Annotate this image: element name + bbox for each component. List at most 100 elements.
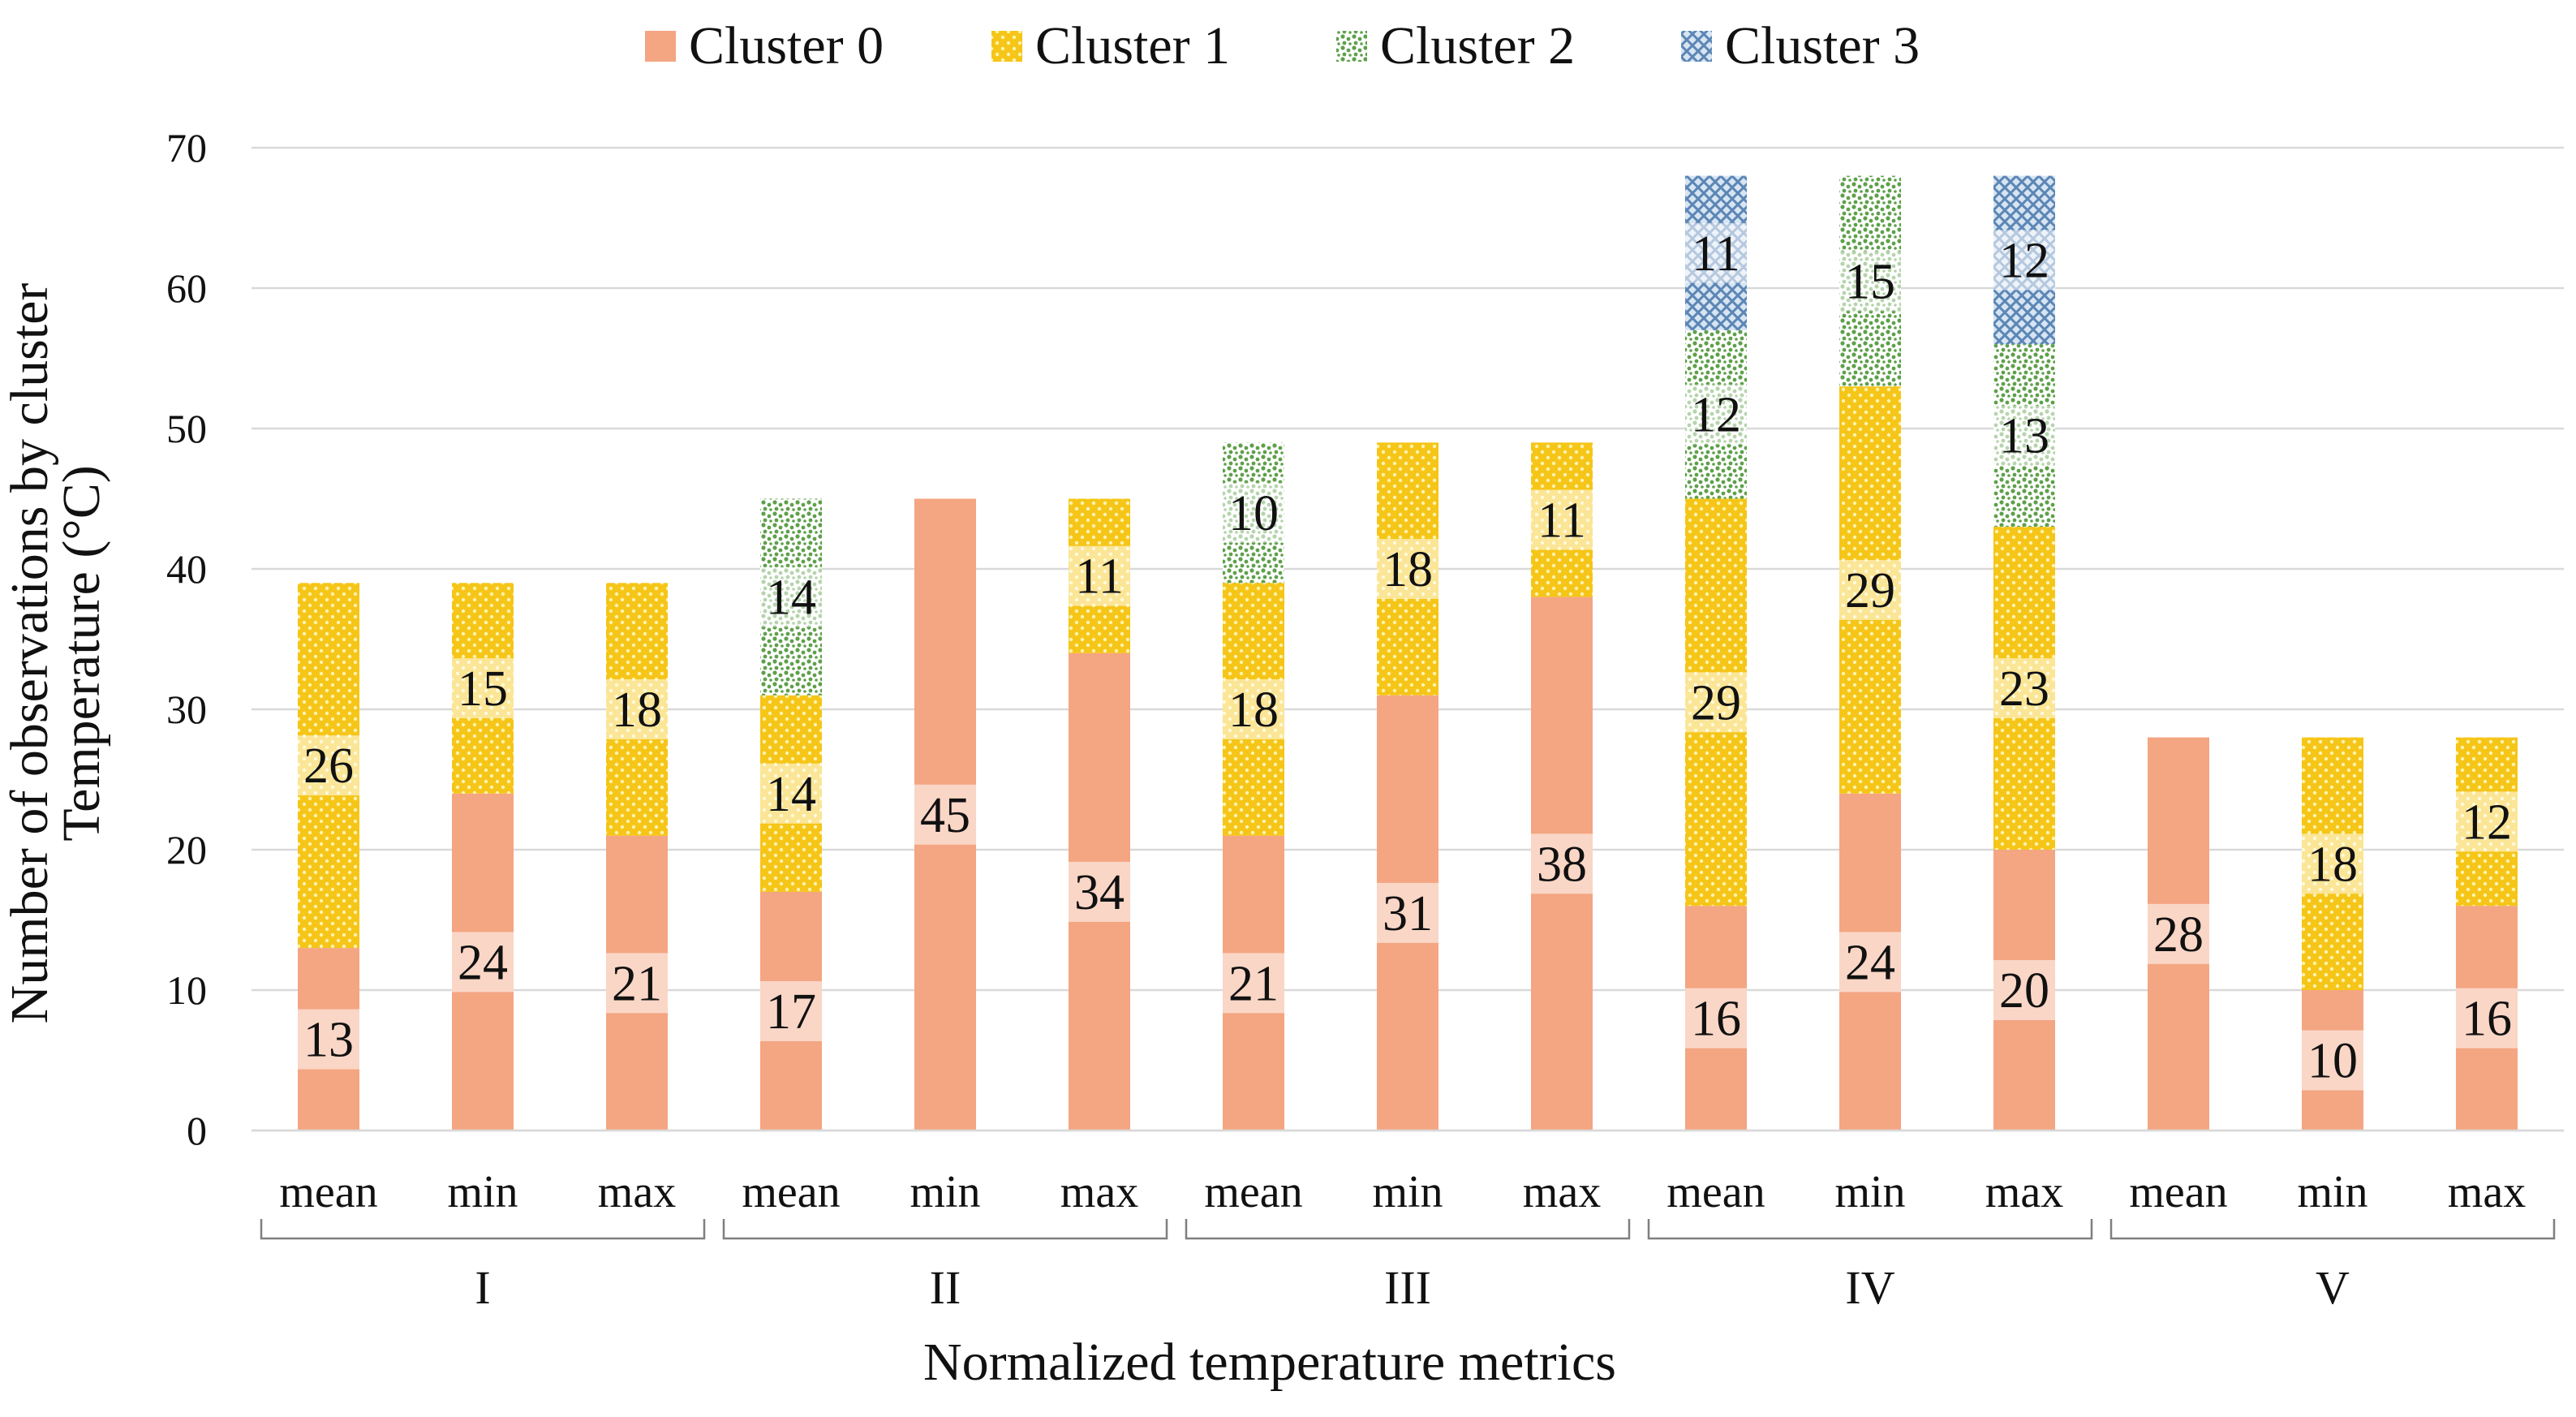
y-tick-label: 10 [166,967,207,1013]
data-label: 12 [2462,795,2512,850]
data-label-background [1839,251,1901,312]
data-label: 20 [1999,963,2049,1019]
data-label-background [298,1009,359,1070]
data-label-background [1223,482,1284,543]
x-tick-label: min [1834,1167,1905,1217]
data-label-background [2456,988,2518,1049]
data-label-background [1531,489,1593,550]
group-bracket [2109,1219,2556,1240]
y-tick-label: 20 [166,827,207,872]
data-label: 31 [1383,886,1433,941]
data-label: 14 [766,571,816,626]
x-tick-label: min [1372,1167,1443,1217]
group-label: V [2316,1261,2350,1314]
data-label-background [1531,833,1593,894]
legend-swatch-cluster-3 [1681,31,1712,62]
data-label-background [2302,833,2363,894]
x-axis-title: Normalized temperature metrics [923,1333,1616,1392]
data-label-background [1993,405,2055,466]
group-bracket [1647,1219,2093,1240]
legend-swatch-cluster-2 [1336,31,1367,62]
group-bracket [260,1219,706,1240]
data-label: 16 [2462,992,2512,1047]
y-tick-label: 60 [166,265,207,311]
group-bracket [1185,1219,1631,1240]
data-label-background [2148,903,2209,964]
data-label: 18 [1383,542,1433,597]
legend-label: Cluster 1 [1035,16,1230,75]
y-tick-label: 30 [166,687,207,732]
x-tick-label: mean [2129,1167,2227,1217]
data-label-background [2456,791,2518,852]
x-tick-label: max [598,1167,676,1217]
data-label-background [606,679,668,739]
data-label: 15 [458,661,508,717]
x-tick-label: mean [1204,1167,1302,1217]
data-label-background [1069,861,1130,922]
x-tick-label: mean [1666,1167,1765,1217]
x-tick-label: min [2297,1167,2367,1217]
group-bracket [722,1219,1168,1240]
data-label: 11 [1692,226,1740,282]
data-label: 34 [1074,865,1125,920]
group-label: I [475,1261,490,1314]
data-label-background [1223,953,1284,1014]
data-label: 29 [1691,675,1741,730]
data-label: 13 [1999,409,2049,464]
data-label-background [452,932,514,993]
x-tick-label: max [1985,1167,2063,1217]
data-label-background [1993,230,2055,291]
y-tick-label: 50 [166,406,207,451]
data-label: 21 [612,956,662,1011]
data-label-background [1069,545,1130,606]
data-label: 17 [766,984,816,1040]
x-tick-label: mean [742,1167,840,1217]
group-label: III [1384,1261,1431,1314]
data-label-background [1685,672,1747,733]
data-label-background [1685,988,1747,1049]
data-label: 28 [2153,907,2204,963]
x-tick-label: max [1523,1167,1601,1217]
data-label: 24 [458,935,508,990]
data-label-background [298,735,359,796]
data-label: 18 [2307,837,2358,892]
data-label: 18 [612,683,662,738]
data-label: 11 [1537,493,1586,548]
data-label: 26 [303,739,354,794]
legend-label: Cluster 3 [1725,16,1920,75]
y-tick-label: 40 [166,546,207,592]
legend-swatch-cluster-1 [991,31,1022,62]
y-axis-title-line-1: Number of observations by cluster [0,283,59,1024]
data-label: 15 [1845,254,1895,309]
x-tick-label: mean [279,1167,377,1217]
data-label-background [1993,960,2055,1020]
x-tick-label: min [910,1167,980,1217]
x-axis: mean min max mean min max mean min max mean min max… [252,1129,2564,1314]
x-tick-label: max [1060,1167,1138,1217]
y-tick-label: 70 [166,125,207,170]
legend-swatch-cluster-0 [645,31,676,62]
data-label-background [1839,559,1901,620]
data-labels: 13 26 24 15 21 18 17 14 14 45 34 11 21 18 10 31 18 38 11 16… [298,222,2518,1091]
data-label-background [1685,384,1747,445]
data-label: 23 [1999,661,2049,717]
data-label-background [1685,222,1747,283]
data-label-background [914,784,976,845]
data-label-background [1839,932,1901,993]
data-label: 38 [1537,837,1587,892]
data-label: 18 [1228,683,1279,738]
group-label: II [930,1261,961,1314]
legend-label: Cluster 0 [689,16,884,75]
y-tick-label: 0 [187,1108,207,1153]
legend-label: Cluster 2 [1380,16,1575,75]
data-label-background [1223,679,1284,739]
data-label-background [1377,539,1439,599]
y-axis-ticks: 0 10 20 30 40 50 60 70 [166,125,207,1153]
data-label-background [2302,1030,2363,1091]
data-label: 12 [1999,233,2049,288]
data-label: 21 [1228,956,1279,1011]
data-label-background [760,980,822,1041]
data-label: 45 [920,788,970,843]
